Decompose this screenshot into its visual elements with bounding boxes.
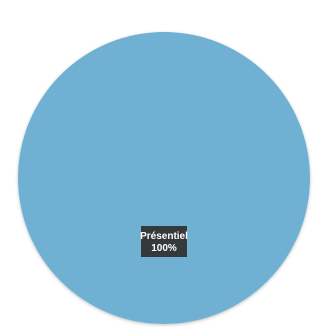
pie-slice-label-box xyxy=(141,226,187,257)
pie-slice-0[interactable] xyxy=(18,32,310,324)
pie-slice-name: Présentiel xyxy=(140,231,188,242)
pie-slice-value: 100% xyxy=(151,243,177,254)
